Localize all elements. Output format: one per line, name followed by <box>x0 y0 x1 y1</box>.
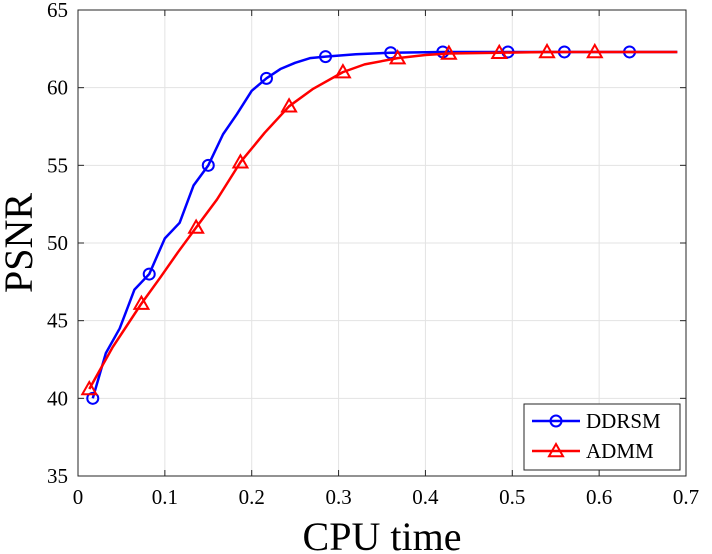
x-tick-label: 0.2 <box>239 485 265 509</box>
admm-marker <box>388 49 407 65</box>
axis-ticks: 0 0.1 0.2 0.3 0.4 0.5 0.6 0.7 35 40 45 50 55 60 65 <box>47 0 699 509</box>
legend: DDRSM ADMM <box>523 403 681 471</box>
admm-marker <box>334 63 352 79</box>
ddrsm-marker <box>201 158 215 172</box>
x-tick-label: 0.7 <box>673 485 699 509</box>
ddrsm-marker <box>259 71 273 85</box>
legend-box <box>523 403 681 471</box>
admm-marker <box>280 97 298 113</box>
legend-item-admm: ADMM <box>532 439 654 463</box>
ddrsm-marker <box>319 50 333 64</box>
admm-marker <box>80 379 99 396</box>
y-tick-label: 50 <box>47 231 68 255</box>
admm-marker <box>231 153 250 169</box>
admm-marker <box>490 43 508 59</box>
y-tick-label: 45 <box>47 309 68 333</box>
admm-marker <box>538 42 556 59</box>
legend-item-ddrsm: DDRSM <box>532 409 661 433</box>
y-tick-label: 60 <box>47 76 68 100</box>
admm-marker <box>132 294 151 310</box>
x-tick-label: 0.6 <box>586 485 612 509</box>
legend-label: ADMM <box>586 439 654 463</box>
y-tick-label: 55 <box>47 153 68 177</box>
x-tick-label: 0.1 <box>152 485 178 509</box>
x-tick-label: 0.3 <box>325 485 351 509</box>
admm-marker <box>440 44 458 60</box>
legend-marker <box>549 414 563 428</box>
ddrsm-marker <box>142 267 156 281</box>
x-tick-label: 0.4 <box>412 485 439 509</box>
y-axis-title: PSNR <box>0 193 41 293</box>
y-tick-label: 65 <box>47 0 68 22</box>
admm-line <box>88 50 678 390</box>
y-tick-label: 40 <box>47 386 68 410</box>
series-lines <box>80 42 678 405</box>
x-tick-label: 0.5 <box>499 485 525 509</box>
series-admm <box>80 42 678 396</box>
x-axis-title: CPU time <box>303 514 462 554</box>
y-tick-label: 35 <box>47 464 68 488</box>
legend-marker <box>547 441 565 458</box>
ddrsm-marker <box>86 391 100 405</box>
admm-marker <box>586 42 604 59</box>
admm-marker <box>187 218 205 234</box>
legend-label: DDRSM <box>586 409 661 433</box>
grid-lines <box>78 10 686 476</box>
ddrsm-line <box>91 50 678 399</box>
x-tick-label: 0 <box>73 485 84 509</box>
